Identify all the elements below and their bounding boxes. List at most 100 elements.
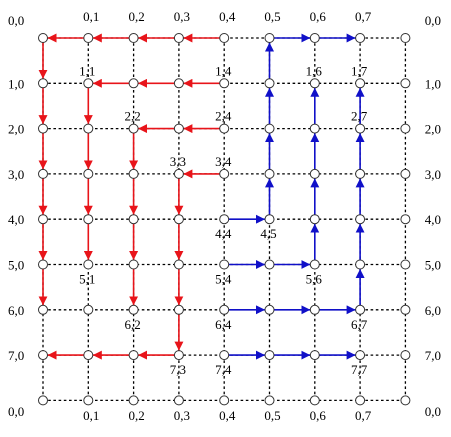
- grid-node: [128, 350, 139, 361]
- grid-node: [173, 304, 184, 315]
- grid-node: [128, 259, 139, 270]
- node-coordinate-label: 2,4: [215, 109, 232, 124]
- top-coordinate-label: 0,4: [219, 9, 236, 24]
- grid-node: [219, 33, 230, 43]
- right-coordinate-label: 2,0: [425, 122, 441, 137]
- bottom-coordinate-label: 0,3: [174, 408, 190, 423]
- grid-node: [38, 168, 48, 179]
- grid-node: [128, 168, 139, 179]
- grid-node: [264, 78, 275, 89]
- grid-node: [173, 214, 184, 225]
- right-coordinate-label: 1,0: [425, 76, 441, 91]
- grid-node: [219, 304, 230, 315]
- grid-node: [128, 78, 139, 89]
- grid-node: [83, 350, 94, 361]
- top-coordinate-label: 0,6: [310, 9, 327, 24]
- node-coordinate-label: 7,4: [215, 362, 232, 377]
- grid-node: [173, 123, 184, 134]
- bottom-coordinate-label: 0,0: [8, 404, 24, 419]
- grid-node: [309, 214, 320, 225]
- top-coordinate-label: 0,1: [83, 9, 99, 24]
- grid-node: [219, 214, 230, 225]
- grid-node: [173, 33, 184, 43]
- grid-node: [355, 259, 366, 270]
- grid-node: [128, 304, 139, 315]
- grid-node: [400, 78, 411, 89]
- node-coordinate-label: 1,1: [79, 63, 95, 78]
- node-coordinate-label: 6,4: [215, 317, 232, 332]
- left-coordinate-label: 2,0: [8, 122, 24, 137]
- grid-node: [355, 123, 366, 134]
- grid-node: [309, 78, 320, 89]
- bottom-coordinate-label: 0,1: [83, 408, 99, 423]
- grid-node: [264, 214, 275, 225]
- blue-arrow-paths: [228, 33, 365, 360]
- right-coordinate-label: 3,0: [425, 167, 441, 182]
- grid-node: [355, 214, 366, 225]
- bottom-coordinate-label: 0,6: [310, 408, 327, 423]
- right-coordinate-label: 7,0: [425, 348, 441, 363]
- grid-node: [355, 395, 366, 406]
- grid-node: [173, 168, 184, 179]
- grid-node: [38, 214, 48, 225]
- node-coordinate-label: 7,7: [351, 362, 368, 377]
- grid-node: [400, 259, 411, 270]
- grid-node: [128, 123, 139, 134]
- grid-node: [38, 395, 48, 406]
- grid-node: [264, 395, 275, 406]
- grid-node: [355, 350, 366, 361]
- grid-node: [309, 350, 320, 361]
- left-coordinate-label: 5,0: [8, 258, 24, 273]
- grid-node: [83, 123, 94, 134]
- grid-node: [264, 168, 275, 179]
- grid-node: [309, 33, 320, 43]
- node-coordinate-label: 1,7: [351, 63, 368, 78]
- node-coordinate-label: 1,4: [215, 63, 232, 78]
- grid-node: [400, 123, 411, 134]
- node-coordinate-label: 3,3: [170, 154, 186, 169]
- left-coordinate-label: 1,0: [8, 76, 24, 91]
- grid-node: [38, 350, 48, 361]
- top-coordinate-label: 0,2: [128, 9, 144, 24]
- grid-node: [83, 259, 94, 270]
- bottom-coordinate-label: 0,4: [219, 408, 236, 423]
- grid-node: [128, 395, 139, 406]
- bottom-coordinate-label: 0,7: [355, 408, 372, 423]
- node-coordinate-label: 3,4: [215, 154, 232, 169]
- grid-node: [128, 33, 139, 43]
- grid-node: [400, 304, 411, 315]
- top-coordinate-label: 0,3: [174, 9, 190, 24]
- grid-node: [128, 214, 139, 225]
- left-coordinate-label: 4,0: [8, 212, 24, 227]
- grid-node: [83, 214, 94, 225]
- left-coordinate-label: 6,0: [8, 303, 24, 318]
- grid-node: [264, 259, 275, 270]
- top-coordinate-label: 0,5: [264, 9, 280, 24]
- grid-node: [38, 33, 48, 43]
- bottom-coordinate-label: 0,0: [425, 404, 441, 419]
- top-coordinate-label: 0,0: [8, 13, 24, 28]
- grid-node: [219, 395, 230, 406]
- grid-node: [400, 168, 411, 179]
- grid-node: [400, 350, 411, 361]
- grid-node: [219, 123, 230, 134]
- grid-node: [38, 78, 48, 89]
- node-coordinate-label: 7,3: [170, 362, 186, 377]
- grid-node: [219, 350, 230, 361]
- left-coordinate-label: 7,0: [8, 348, 24, 363]
- grid-node: [173, 78, 184, 89]
- node-coordinate-label: 5,6: [306, 272, 323, 287]
- grid-node: [309, 123, 320, 134]
- node-coordinate-label: 4,5: [260, 226, 276, 241]
- red-arrow-paths: [38, 33, 220, 360]
- bottom-coordinate-label: 0,2: [128, 408, 144, 423]
- grid-node: [355, 78, 366, 89]
- grid-node: [264, 350, 275, 361]
- grid-node: [309, 304, 320, 315]
- grid-node: [309, 259, 320, 270]
- node-coordinate-label: 4,4: [215, 226, 232, 241]
- grid-nodes: [38, 33, 411, 406]
- grid-node: [219, 78, 230, 89]
- right-coordinate-label: 5,0: [425, 258, 441, 273]
